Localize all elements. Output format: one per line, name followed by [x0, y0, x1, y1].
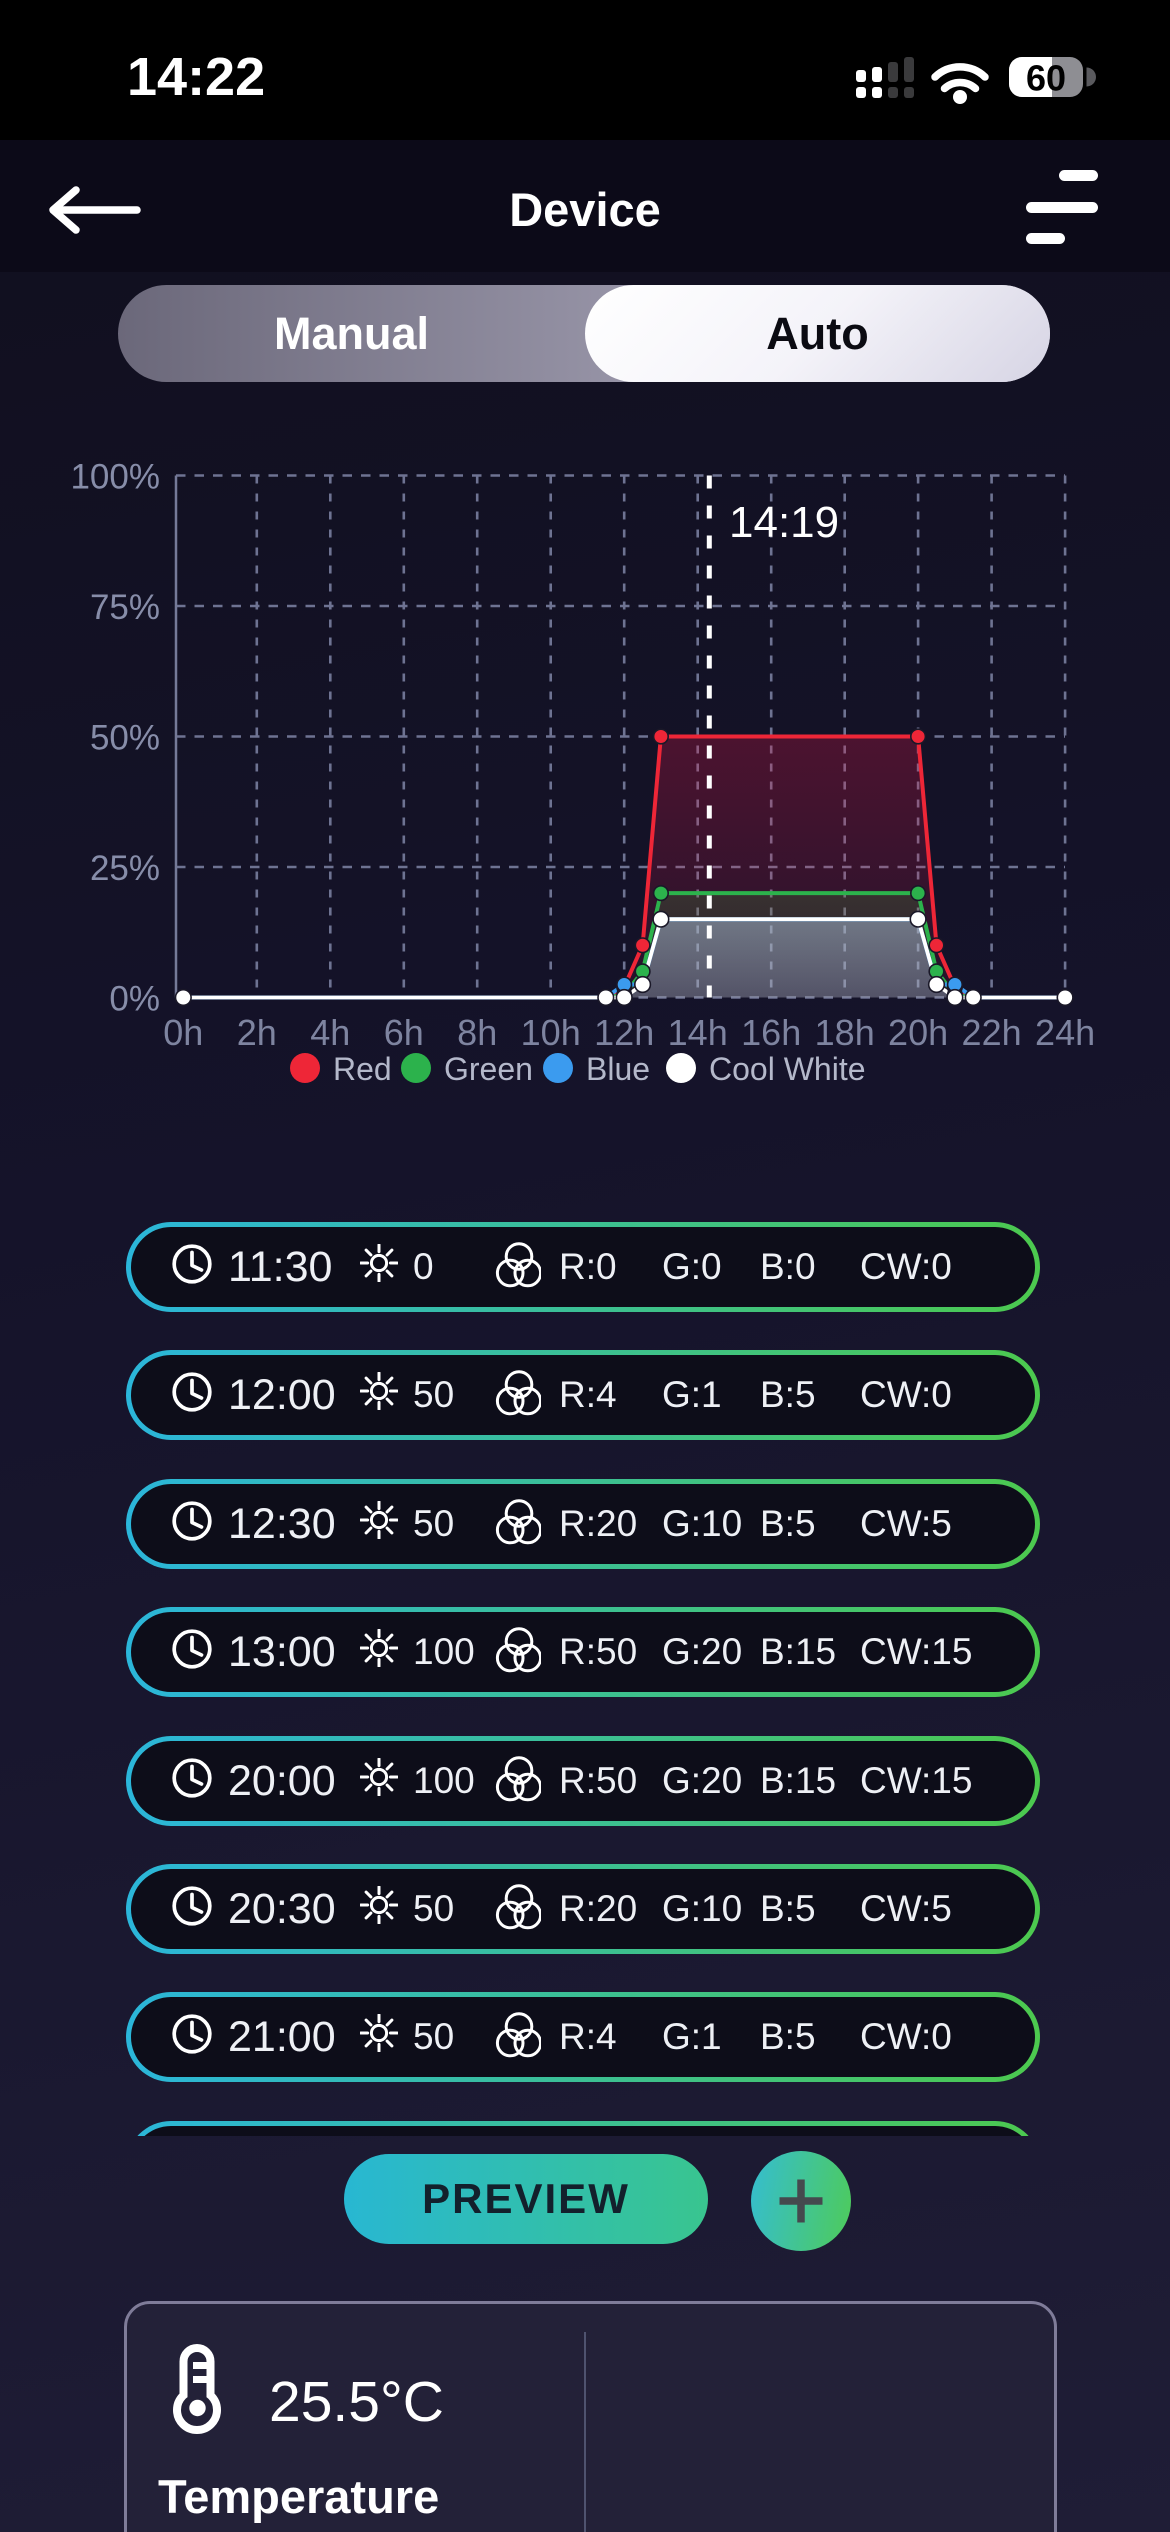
svg-text:10h: 10h: [521, 1012, 581, 1053]
svg-text:22h: 22h: [962, 1012, 1022, 1053]
svg-text:4h: 4h: [310, 1012, 350, 1053]
svg-text:16h: 16h: [741, 1012, 801, 1053]
svg-text:14h: 14h: [668, 1012, 728, 1053]
svg-text:20h: 20h: [888, 1012, 948, 1053]
svg-text:8h: 8h: [457, 1012, 497, 1053]
svg-text:100%: 100%: [70, 458, 160, 497]
svg-text:25%: 25%: [90, 849, 160, 888]
svg-text:0h: 0h: [163, 1012, 203, 1053]
svg-text:Cool White: Cool White: [709, 1051, 866, 1087]
svg-text:60: 60: [1026, 58, 1066, 99]
svg-text:24h: 24h: [1035, 1012, 1095, 1053]
svg-text:Green: Green: [444, 1051, 533, 1087]
svg-text:0%: 0%: [109, 980, 160, 1019]
svg-text:18h: 18h: [815, 1012, 875, 1053]
svg-text:14:19: 14:19: [729, 498, 839, 547]
svg-text:50%: 50%: [90, 719, 160, 758]
svg-text:12h: 12h: [594, 1012, 654, 1053]
svg-text:75%: 75%: [90, 588, 160, 627]
svg-text:Blue: Blue: [586, 1051, 650, 1087]
svg-text:Red: Red: [333, 1051, 392, 1087]
svg-text:2h: 2h: [237, 1012, 277, 1053]
svg-text:6h: 6h: [384, 1012, 424, 1053]
